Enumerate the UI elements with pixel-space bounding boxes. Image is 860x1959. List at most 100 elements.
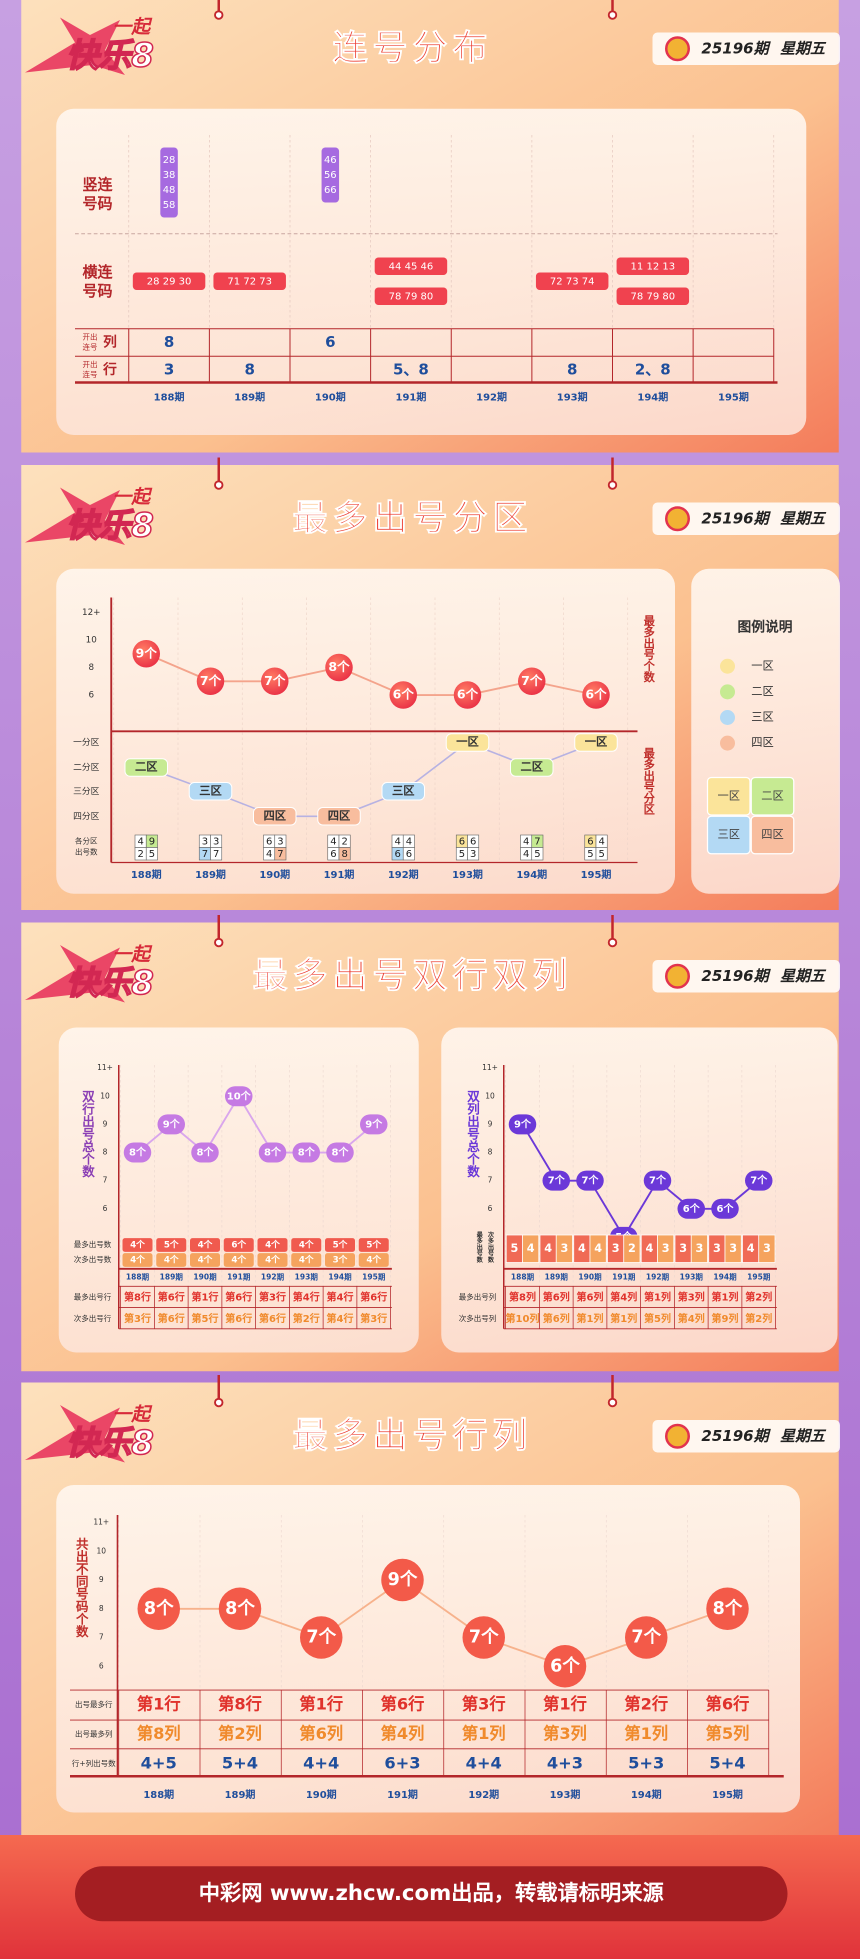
period: 190期 <box>306 1788 337 1801</box>
period: 190期 <box>578 1272 602 1282</box>
axis-label: 共出不同号码个数 <box>74 1537 89 1638</box>
period: 191期 <box>324 868 355 881</box>
count-number: 4 <box>523 837 529 848</box>
count-number: 3 <box>213 837 219 848</box>
count-label: 9个 <box>136 645 158 660</box>
count-number: 5个 <box>164 1239 179 1251</box>
total-pill <box>292 1142 320 1163</box>
period: 194期 <box>631 1788 662 1801</box>
period: 189期 <box>225 1788 256 1801</box>
total-ball <box>543 1645 587 1688</box>
col-count: 6 <box>325 333 335 351</box>
count-cell <box>467 847 480 861</box>
logo: 快乐8 <box>66 964 154 1002</box>
table-value: 4+3 <box>547 1753 583 1772</box>
horizontal-run <box>374 257 448 276</box>
issue-logo <box>665 1423 690 1449</box>
position: 第1行 <box>192 1291 219 1304</box>
card <box>441 1027 838 1353</box>
y-tick-label: 7 <box>488 1176 493 1185</box>
period: 193期 <box>680 1272 704 1282</box>
count-number: 4 <box>266 849 272 860</box>
total-ball <box>462 1616 505 1659</box>
logo-star <box>25 487 125 545</box>
position: 第6行 <box>259 1312 286 1325</box>
period: 191期 <box>387 1788 418 1801</box>
zone-level: 三分区 <box>73 786 99 797</box>
count-number: 3 <box>560 1242 568 1255</box>
count-cell <box>325 1253 355 1267</box>
count-ball <box>261 667 289 695</box>
total-ball <box>300 1616 343 1659</box>
table-value: 第1行 <box>299 1695 343 1714</box>
legend-item: 三区 <box>751 711 774 724</box>
count-cell <box>595 847 608 861</box>
count-cell <box>122 1238 153 1252</box>
legend-swatch <box>720 658 735 674</box>
horizontal-run <box>616 257 690 276</box>
count-cell <box>402 847 415 861</box>
period: 189期 <box>545 1272 569 1282</box>
issue-pill <box>652 960 840 993</box>
period: 195期 <box>712 1788 743 1801</box>
count-number: 3个 <box>333 1254 348 1266</box>
issue: 25196期 <box>701 1427 771 1445</box>
logo-star <box>25 945 125 1003</box>
total-ball <box>381 1558 424 1602</box>
row-count: 8 <box>244 361 254 379</box>
zone-name: 四区 <box>328 809 351 822</box>
count-number: 5个 <box>366 1239 381 1251</box>
table-value: 第1行 <box>137 1695 181 1714</box>
count-number: 4 <box>598 837 604 848</box>
position: 第6列 <box>543 1291 570 1304</box>
count-number: 3 <box>679 1242 687 1255</box>
count-cell <box>156 1253 187 1267</box>
period: 195期 <box>362 1272 386 1282</box>
count-cell <box>257 1253 288 1267</box>
vertical-number: 46 <box>324 155 337 166</box>
issue-pill <box>652 32 840 66</box>
count-number: 3 <box>202 837 208 848</box>
total-ball <box>137 1587 180 1630</box>
total-label: 8个 <box>129 1146 147 1159</box>
logo: 快乐8 <box>66 1424 154 1462</box>
horizontal-run <box>616 287 690 306</box>
position: 第4列 <box>610 1291 637 1304</box>
issue-logo <box>665 963 690 989</box>
row-label-small: 开出 <box>83 359 98 369</box>
zone-name: 二区 <box>135 761 158 774</box>
count-number: 5 <box>534 849 540 860</box>
table-value: 第8行 <box>218 1695 262 1714</box>
issue: 25196期 <box>701 509 771 527</box>
count-number: 7 <box>277 849 283 860</box>
total-pill <box>326 1142 354 1163</box>
horizontal-numbers: 72 73 74 <box>550 276 595 287</box>
zone-name: 三区 <box>392 784 415 797</box>
vertical-number: 66 <box>324 185 337 196</box>
hanger-ring <box>214 937 224 948</box>
position: 第6行 <box>225 1312 252 1325</box>
position: 第5列 <box>644 1312 671 1325</box>
section-title: 最多出号行列 <box>292 1417 532 1457</box>
y-tick-label: 8 <box>103 1148 108 1157</box>
position: 第10列 <box>506 1312 540 1325</box>
position: 第3行 <box>124 1312 151 1325</box>
count-label: 7个 <box>200 673 222 688</box>
issue-logo <box>665 506 690 532</box>
total-label: 7个 <box>469 1627 499 1648</box>
count-number: 4 <box>330 837 336 848</box>
period: 188期 <box>143 1788 174 1801</box>
position: 第2列 <box>745 1312 772 1325</box>
count-number: 4个 <box>198 1254 213 1266</box>
footer-pill <box>75 1866 788 1922</box>
period: 193期 <box>550 1788 581 1801</box>
y-tick-label: 6 <box>488 1204 493 1213</box>
count-number: 7 <box>213 849 219 860</box>
count-number: 3 <box>612 1242 620 1255</box>
table-value: 第2行 <box>624 1695 668 1714</box>
zone-pill <box>381 782 426 801</box>
hanger-ring <box>607 480 618 490</box>
count-number: 8 <box>341 849 347 860</box>
period: 188期 <box>126 1272 150 1282</box>
